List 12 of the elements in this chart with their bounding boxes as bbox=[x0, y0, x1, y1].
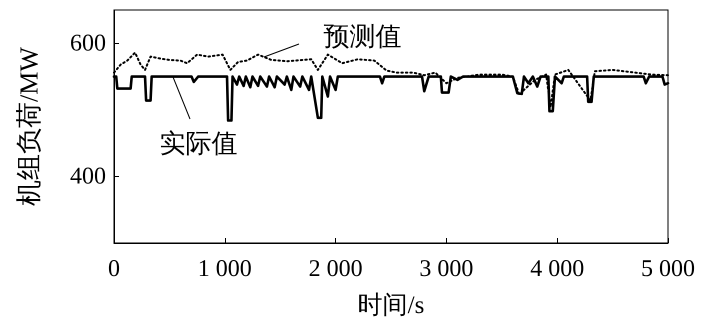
x-tick-label: 4 000 bbox=[530, 256, 584, 282]
annotation: 实际值 bbox=[160, 129, 238, 158]
y-tick-label: 600 bbox=[70, 30, 106, 56]
x-tick-label: 1 000 bbox=[198, 256, 252, 282]
x-tick-label: 2 000 bbox=[308, 256, 363, 282]
x-axis-title: 时间/s bbox=[358, 292, 424, 319]
x-tick-label: 5 000 bbox=[641, 256, 695, 282]
x-tick-label: 0 bbox=[108, 256, 120, 282]
y-tick-label: 400 bbox=[70, 163, 106, 190]
x-tick-label: 3 000 bbox=[419, 256, 474, 282]
y-axis-title: 机组负荷/MW bbox=[14, 46, 44, 206]
annotation: 预测值 bbox=[324, 22, 402, 52]
